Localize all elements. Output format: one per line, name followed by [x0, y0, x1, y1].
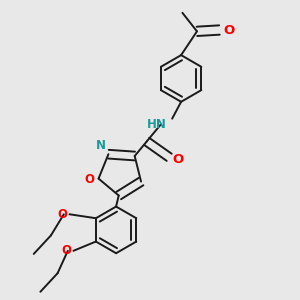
Text: O: O	[85, 173, 95, 186]
Text: HN: HN	[147, 118, 166, 131]
Text: O: O	[172, 153, 184, 166]
Text: O: O	[61, 244, 71, 257]
Text: O: O	[223, 23, 234, 37]
Text: O: O	[57, 208, 67, 221]
Text: N: N	[96, 139, 106, 152]
